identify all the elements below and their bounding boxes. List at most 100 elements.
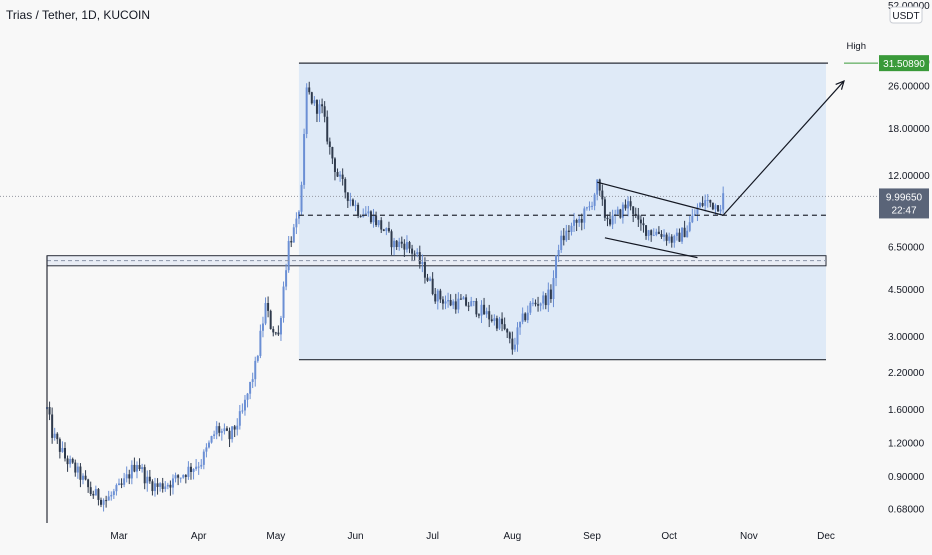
candle-body xyxy=(349,199,352,201)
candle-body xyxy=(130,464,133,479)
candle-body xyxy=(128,474,131,479)
candle xyxy=(709,199,712,208)
candle-body xyxy=(189,466,192,472)
candle xyxy=(706,194,709,208)
candle-body xyxy=(501,318,504,325)
candle-body xyxy=(704,200,707,206)
candle-body xyxy=(686,230,689,238)
candle-body xyxy=(508,332,511,339)
candle-body xyxy=(97,489,100,500)
candle xyxy=(531,298,534,307)
candle xyxy=(585,206,588,211)
candle xyxy=(657,226,660,235)
candle xyxy=(511,331,514,355)
projection-arrow-line[interactable] xyxy=(722,80,845,216)
candle xyxy=(395,240,398,250)
candle xyxy=(339,171,342,182)
candle xyxy=(678,228,681,242)
candle-body xyxy=(264,302,267,324)
candle-body xyxy=(642,223,645,226)
candle xyxy=(282,281,285,323)
candle xyxy=(192,468,195,480)
candle xyxy=(452,299,455,309)
candle xyxy=(251,372,254,389)
price-tick-label: 26.00000 xyxy=(888,81,930,92)
candle xyxy=(351,198,354,207)
currency-button[interactable]: USDT xyxy=(889,6,923,24)
candle-body xyxy=(688,222,691,231)
candle xyxy=(362,208,365,218)
wedge-lower-line[interactable] xyxy=(604,237,698,259)
candle xyxy=(477,313,480,319)
candle xyxy=(202,449,205,470)
candle xyxy=(71,457,74,464)
candle-body xyxy=(573,219,576,226)
candle-body xyxy=(246,393,249,400)
candle xyxy=(166,482,169,490)
candle xyxy=(81,473,84,485)
candle-body xyxy=(390,231,393,248)
candle xyxy=(290,236,293,248)
candle xyxy=(534,299,537,307)
candle-body xyxy=(441,299,444,304)
price-tick-label: 6.50000 xyxy=(888,242,925,253)
time-axis-label: Jun xyxy=(347,531,363,542)
candle xyxy=(711,202,714,211)
wedge-upper-line[interactable] xyxy=(597,181,724,216)
candle xyxy=(272,326,275,337)
candle-body xyxy=(639,219,642,224)
candle xyxy=(719,204,722,215)
candle-body xyxy=(105,500,108,502)
candle-body xyxy=(526,312,529,321)
price-tick-label: 4.50000 xyxy=(888,285,925,296)
candle-body xyxy=(210,436,213,443)
candle xyxy=(233,424,236,438)
candle-body xyxy=(231,426,234,440)
candle xyxy=(141,463,144,473)
candle-body xyxy=(300,184,303,212)
candle xyxy=(238,404,241,430)
candle xyxy=(441,296,444,310)
candle-body xyxy=(591,205,594,207)
candle-body xyxy=(580,218,583,223)
candle-body xyxy=(583,208,586,223)
support-band[interactable] xyxy=(46,255,827,267)
candle xyxy=(426,273,429,282)
candle xyxy=(552,270,555,308)
candle xyxy=(683,220,686,238)
candle-body xyxy=(207,442,210,448)
price-tick-label: 3.00000 xyxy=(888,332,925,343)
candle xyxy=(693,209,696,217)
candle xyxy=(398,237,401,251)
candle-body xyxy=(179,477,182,479)
candle xyxy=(200,459,203,470)
candle-body xyxy=(444,301,447,304)
candle-body xyxy=(601,190,604,200)
candle xyxy=(439,288,442,303)
candle-body xyxy=(274,332,277,334)
candle-body xyxy=(69,458,72,465)
candle xyxy=(503,317,506,331)
candle xyxy=(696,203,699,222)
candle xyxy=(79,463,82,488)
candle-body xyxy=(513,344,516,350)
candle-body xyxy=(326,116,329,142)
candle xyxy=(513,337,516,352)
candle xyxy=(125,466,128,483)
candle-body xyxy=(549,289,552,300)
candle-body xyxy=(290,240,293,243)
candle-body xyxy=(218,426,221,433)
candle-body xyxy=(259,330,262,356)
candle-body xyxy=(346,192,349,201)
candle-body xyxy=(452,301,455,306)
range-box[interactable] xyxy=(298,63,827,360)
candle xyxy=(107,490,110,501)
candle-body xyxy=(236,425,239,430)
candle xyxy=(171,474,174,495)
candle xyxy=(346,192,349,208)
candle xyxy=(583,206,586,230)
candle-body xyxy=(303,133,306,185)
candle xyxy=(588,201,591,211)
candle xyxy=(629,196,632,211)
